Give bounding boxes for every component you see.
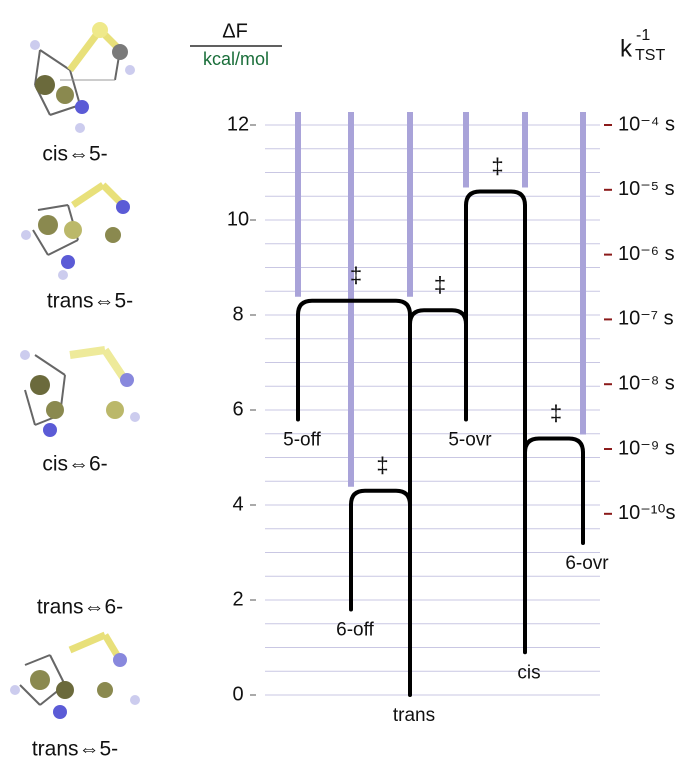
transition-arch [525, 439, 583, 453]
transition-marker: ‡ [434, 272, 446, 297]
molecule [30, 22, 135, 133]
side-label: trans⇔5- [47, 290, 133, 313]
y2-tick-label: 10⁻⁸ s [618, 372, 675, 394]
transition-arch [410, 310, 466, 324]
y2-axis-title-sub: TST [635, 47, 665, 64]
transition-marker: ‡ [376, 453, 388, 478]
side-label: cis⇔6- [42, 453, 107, 476]
y2-tick-label: 10⁻⁷ s [618, 308, 674, 330]
state-label: 5-ovr [448, 430, 492, 451]
y-tick-label: 10 [227, 208, 249, 230]
state-label: cis [517, 662, 540, 683]
y2-tick-label: 10⁻⁵ s [618, 178, 675, 200]
y-tick-label: 2 [232, 588, 243, 610]
state-label: trans [393, 705, 435, 726]
state-label: 6-off [336, 620, 374, 641]
state-label: 6-ovr [565, 553, 609, 574]
transition-arch [466, 192, 525, 206]
molecule [21, 185, 130, 280]
side-label: trans⇔6- [37, 596, 123, 619]
molecule [10, 635, 140, 719]
y-axis-unit: kcal/mol [203, 49, 269, 69]
state-label: 5-off [283, 430, 321, 451]
y2-tick-label: 10⁻⁶ s [618, 243, 675, 265]
y2-axis-title-sup: -1 [636, 27, 650, 44]
side-label: cis⇔5- [42, 143, 107, 166]
y-tick-label: 6 [232, 398, 243, 420]
y-tick-label: 4 [232, 493, 243, 515]
y-tick-label: 0 [232, 683, 243, 705]
y2-tick-label: 10⁻⁹ s [618, 437, 675, 459]
y-axis-title: ΔF [222, 20, 248, 42]
energy-diagram: cis⇔5- trans⇔5- cis⇔6- trans⇔6- trans⇔5-… [0, 0, 691, 765]
y2-tick-label: 10⁻¹⁰s [618, 502, 675, 524]
transition-arch [351, 491, 410, 505]
transition-marker: ‡ [350, 263, 362, 288]
y2-axis-title: k [620, 35, 633, 62]
y2-tick-label: 10⁻⁴ s [618, 113, 675, 135]
molecule [20, 350, 140, 437]
transition-marker: ‡ [491, 153, 503, 178]
transition-marker: ‡ [550, 400, 562, 425]
y-tick-label: 8 [232, 303, 243, 325]
y-tick-label: 12 [227, 113, 249, 135]
side-label: trans⇔5- [32, 738, 118, 761]
